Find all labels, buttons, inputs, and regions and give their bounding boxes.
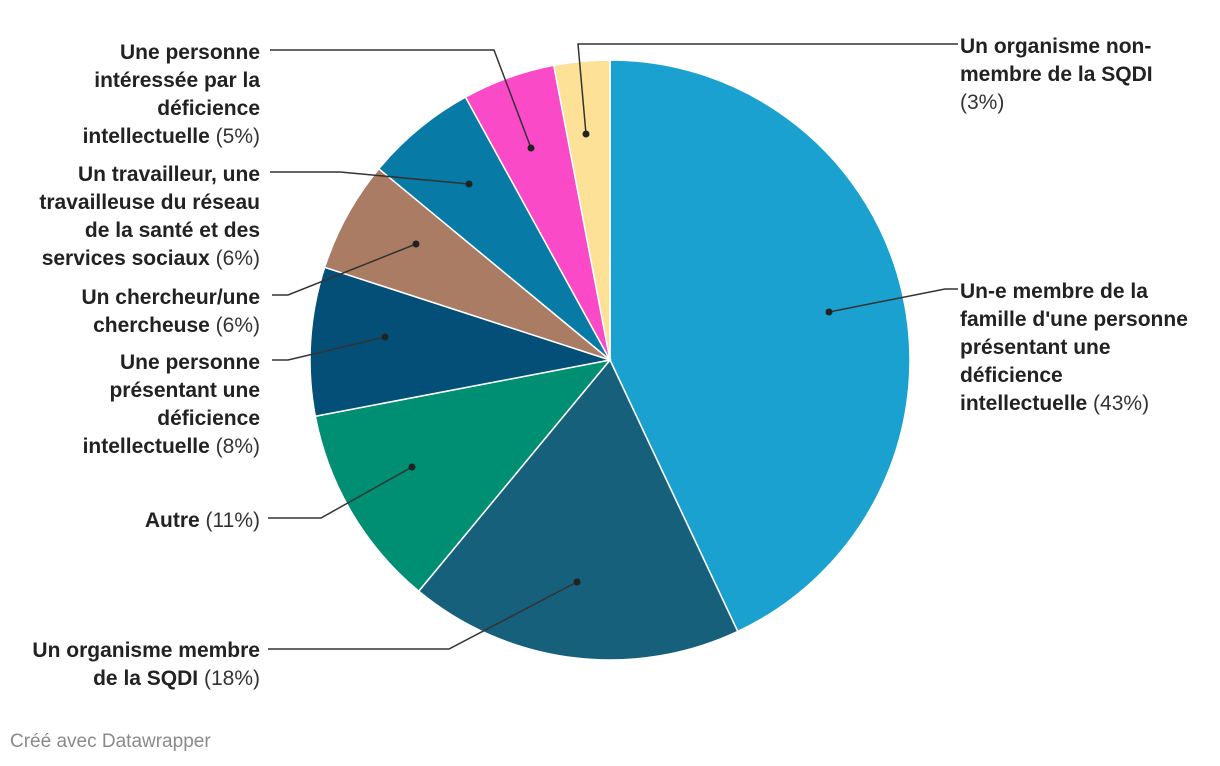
leader-dot xyxy=(825,308,833,316)
slice-label-line: intellectuelle xyxy=(83,125,210,148)
slice-percent-label: (5%) xyxy=(210,125,260,148)
slice-percent-label: (6%) xyxy=(210,247,260,270)
slice-label-line: intellectuelle xyxy=(83,435,210,458)
pie-slice xyxy=(417,358,739,661)
leader-line xyxy=(270,171,470,185)
leader-line xyxy=(577,43,958,135)
slice-percent-label: (43%) xyxy=(1087,392,1149,415)
slice-label-line: Autre xyxy=(145,509,200,532)
slice-label-line: famille d'une personne xyxy=(960,308,1188,331)
leader-line xyxy=(272,243,417,296)
slice-label: Un organisme non-membre de la SQDI (3%) xyxy=(960,35,1153,114)
slice-label: Un organisme membre de la SQDI (18%) xyxy=(32,639,260,690)
slice-label: Un chercheur/une chercheuse (6%) xyxy=(81,286,260,337)
slice-label-line: chercheuse xyxy=(93,314,210,337)
slice-label-line: travailleuse du réseau xyxy=(39,191,260,214)
slice-label: Une personne présentant une déficience inte… xyxy=(83,351,260,458)
slice-label-line: déficience xyxy=(157,407,260,430)
slice-label-line: Une personne xyxy=(120,41,260,64)
leader-line xyxy=(270,49,532,149)
slice-percent-label: (18%) xyxy=(198,667,260,690)
slice-label: Un-e membre de la famille d'une personne p… xyxy=(960,280,1188,415)
leader-dot xyxy=(582,130,590,138)
pie-slice xyxy=(314,358,612,593)
slice-percent-label: (8%) xyxy=(210,435,260,458)
leader-line xyxy=(272,336,386,361)
slice-label-line: présentant une xyxy=(960,336,1111,359)
slice-label-line: de la santé et des xyxy=(85,219,260,242)
leader-line xyxy=(268,466,413,519)
pie-slices xyxy=(309,59,911,661)
slice-label: Une personne intéressée par la déficience i… xyxy=(83,41,261,148)
slice-label-line: intellectuelle xyxy=(960,392,1087,415)
slice-label-line: Un organisme non- xyxy=(960,35,1151,58)
slice-percent-label: (3%) xyxy=(960,91,1004,114)
leader-dot xyxy=(408,463,416,471)
slice-label: Autre (11%) xyxy=(145,509,260,532)
leader-dot xyxy=(465,180,473,188)
slice-label-line: Un-e membre de la xyxy=(960,280,1148,303)
pie-slice xyxy=(309,266,611,418)
credit-text: Créé avec Datawrapper xyxy=(10,731,211,752)
leader-dot xyxy=(381,333,389,341)
slice-label-line: Une personne xyxy=(120,351,260,374)
slice-label: Un travailleur, une travailleuse du résea… xyxy=(39,163,260,270)
slice-label-line: Un travailleur, une xyxy=(78,163,260,186)
leader-line xyxy=(268,581,578,650)
leader-dot xyxy=(527,144,535,152)
pie-slice xyxy=(609,59,911,633)
slice-label-line: de la SQDI xyxy=(93,667,198,690)
slice-label-line: membre de la SQDI xyxy=(960,63,1153,86)
leader-dot xyxy=(412,240,420,248)
slice-percent-label: (6%) xyxy=(210,314,260,337)
slice-label-line: présentant une xyxy=(109,379,260,402)
slice-labels: Un-e membre de la famille d'une personne p… xyxy=(32,35,1187,690)
slice-label-line: déficience xyxy=(960,364,1063,387)
leader-dot xyxy=(573,578,581,586)
slice-label-line: Un chercheur/une xyxy=(81,286,260,309)
slice-label-line: Un organisme membre xyxy=(32,639,260,662)
slice-label-line: services sociaux xyxy=(42,247,210,270)
slice-percent-label: (11%) xyxy=(200,509,260,532)
slice-label-line: intéressée par la xyxy=(94,69,260,92)
slice-label-line: déficience xyxy=(157,97,260,120)
leader-lines xyxy=(268,43,958,650)
pie-slice xyxy=(552,59,611,361)
leader-line xyxy=(828,288,958,313)
